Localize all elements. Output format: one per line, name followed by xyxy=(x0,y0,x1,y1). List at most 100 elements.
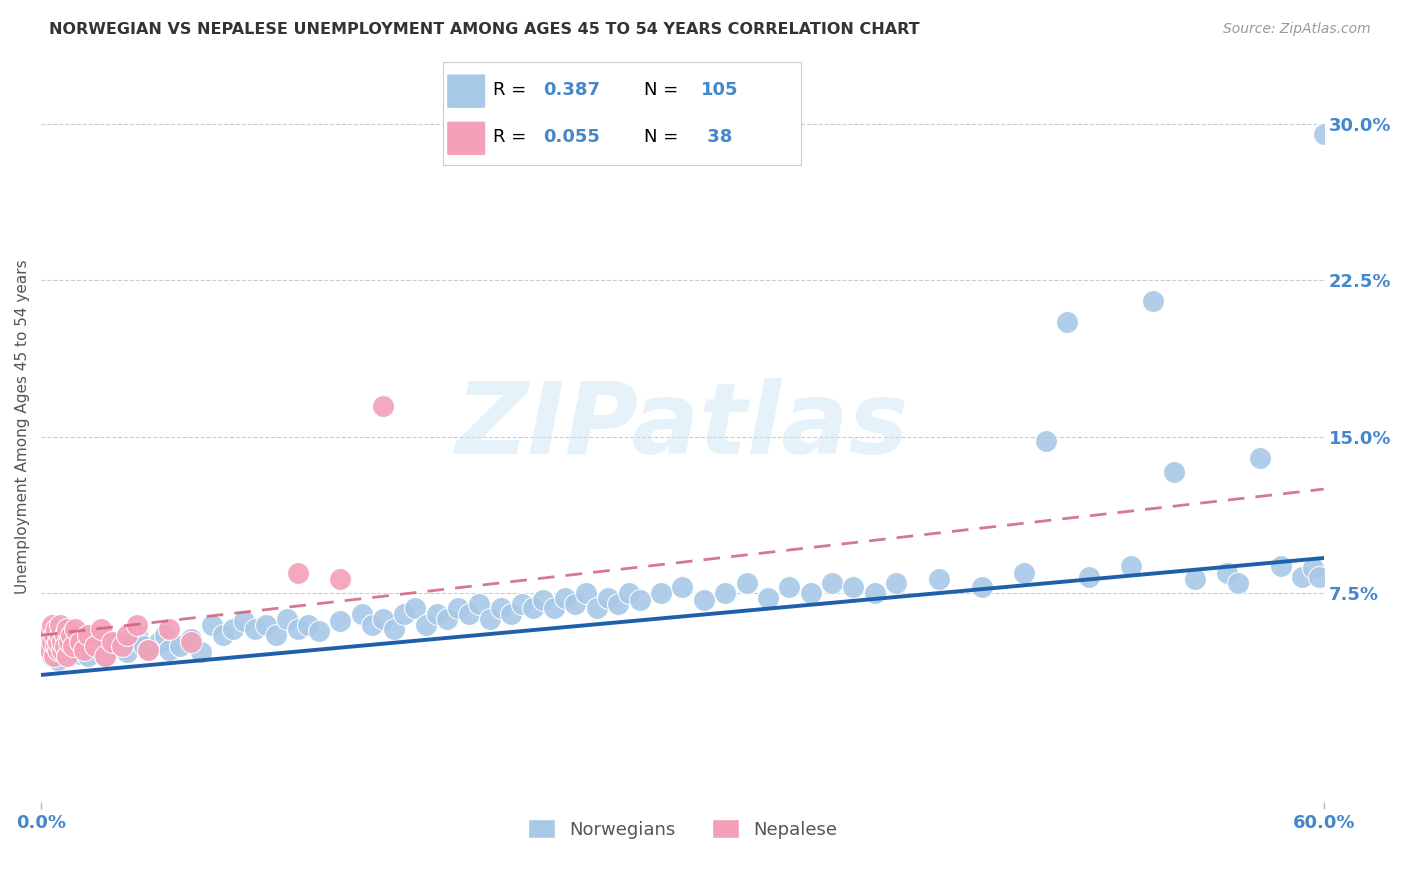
Point xyxy=(157,643,180,657)
Point xyxy=(100,634,122,648)
Point xyxy=(45,622,67,636)
Point xyxy=(180,634,202,648)
Point xyxy=(735,576,758,591)
Point xyxy=(821,576,844,591)
Point xyxy=(201,617,224,632)
Point xyxy=(115,645,138,659)
Point xyxy=(62,639,84,653)
Point xyxy=(45,639,67,653)
Point xyxy=(94,649,117,664)
Point xyxy=(49,645,72,659)
Point xyxy=(671,580,693,594)
Point xyxy=(42,649,65,664)
Text: R =: R = xyxy=(494,81,531,99)
Point xyxy=(65,640,87,655)
Point xyxy=(1163,466,1185,480)
Text: N =: N = xyxy=(644,81,683,99)
Point xyxy=(111,639,134,653)
Point xyxy=(55,622,77,636)
Point xyxy=(55,649,77,664)
Point xyxy=(51,634,73,648)
Point xyxy=(190,645,212,659)
Point xyxy=(104,634,127,648)
Point xyxy=(596,591,619,605)
Point xyxy=(70,639,93,653)
Point xyxy=(1216,566,1239,580)
Point xyxy=(153,628,176,642)
Text: ZIPatlas: ZIPatlas xyxy=(456,378,908,475)
Point xyxy=(1302,561,1324,575)
Point xyxy=(650,586,672,600)
Point xyxy=(842,580,865,594)
Point xyxy=(863,586,886,600)
Point xyxy=(94,649,117,664)
Point xyxy=(928,572,950,586)
Text: R =: R = xyxy=(494,128,531,146)
Point xyxy=(77,628,100,642)
Point xyxy=(415,617,437,632)
Point xyxy=(1142,294,1164,309)
Point xyxy=(58,632,80,647)
Point xyxy=(83,628,105,642)
Point xyxy=(1121,559,1143,574)
Point xyxy=(233,614,256,628)
Point xyxy=(69,634,91,648)
Point xyxy=(575,586,598,600)
Point xyxy=(75,643,97,657)
Point xyxy=(38,643,60,657)
Y-axis label: Unemployment Among Ages 45 to 54 years: Unemployment Among Ages 45 to 54 years xyxy=(15,260,30,594)
Point xyxy=(510,597,533,611)
Point xyxy=(264,628,287,642)
Point xyxy=(49,617,72,632)
Point xyxy=(46,643,69,657)
Point xyxy=(436,611,458,625)
Point xyxy=(371,399,394,413)
Point xyxy=(1291,570,1313,584)
Point xyxy=(65,622,87,636)
Point xyxy=(522,601,544,615)
Text: 38: 38 xyxy=(702,128,733,146)
Point xyxy=(287,566,309,580)
Point xyxy=(148,634,170,648)
Point xyxy=(778,580,800,594)
Point xyxy=(607,597,630,611)
Point xyxy=(308,624,330,638)
FancyBboxPatch shape xyxy=(447,121,486,156)
Point xyxy=(693,592,716,607)
Point xyxy=(756,591,779,605)
Point xyxy=(58,634,80,648)
Point xyxy=(73,634,96,648)
Point xyxy=(98,643,121,657)
Point xyxy=(42,628,65,642)
FancyBboxPatch shape xyxy=(447,74,486,109)
Point xyxy=(1312,127,1334,141)
Point xyxy=(51,628,73,642)
Point xyxy=(276,611,298,625)
Point xyxy=(46,653,69,667)
Point xyxy=(457,607,479,622)
Point xyxy=(42,643,65,657)
Point xyxy=(53,628,76,642)
Point xyxy=(127,628,149,642)
Point xyxy=(1249,450,1271,465)
Point xyxy=(628,592,651,607)
Point xyxy=(297,617,319,632)
Point xyxy=(41,634,63,648)
Point xyxy=(157,622,180,636)
Point xyxy=(1270,559,1292,574)
Point xyxy=(1308,570,1330,584)
Point xyxy=(90,622,112,636)
Point xyxy=(800,586,823,600)
Point xyxy=(180,632,202,647)
Point xyxy=(51,643,73,657)
Point xyxy=(554,591,576,605)
Point xyxy=(970,580,993,594)
Point xyxy=(111,639,134,653)
Point xyxy=(73,643,96,657)
Point xyxy=(329,572,352,586)
Point xyxy=(127,617,149,632)
Point xyxy=(45,634,67,648)
Point xyxy=(447,601,470,615)
Point xyxy=(87,639,110,653)
Point xyxy=(564,597,586,611)
